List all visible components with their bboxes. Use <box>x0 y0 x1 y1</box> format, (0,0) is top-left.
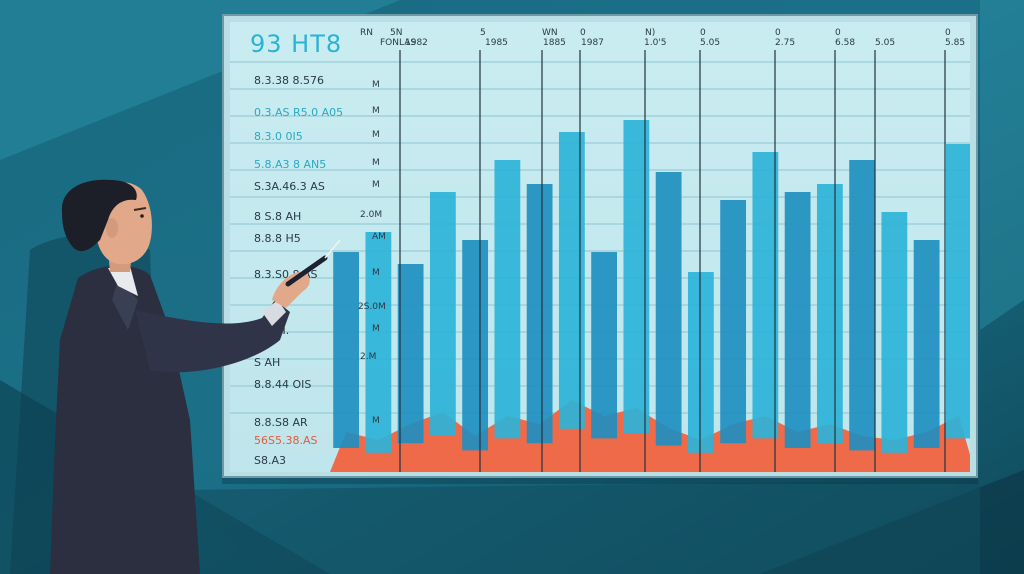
ear <box>106 218 118 238</box>
row-label: 8.8.S8 AR <box>254 416 308 429</box>
column-header: 5N <box>390 28 403 38</box>
blue-bar <box>429 192 456 436</box>
raised-arm <box>135 300 290 373</box>
vertical-lines <box>399 50 946 472</box>
red-series-area <box>330 400 970 472</box>
shirt-collar <box>108 266 138 296</box>
blue-bar <box>494 160 521 439</box>
column-header: 6.58 <box>835 38 856 48</box>
blue-bar <box>881 212 908 453</box>
column-header: 0 <box>775 28 781 38</box>
hair <box>61 179 137 252</box>
blue-bar <box>462 240 489 451</box>
red-area-mark <box>330 400 970 472</box>
row-label: 8.3.0 0I5 <box>254 130 303 143</box>
column-header: 0 <box>700 28 706 38</box>
row-value: M <box>372 158 380 168</box>
chart-board: 93 HT8 RN 5N FONLAS 1982 5 1985 WN 1885 0 1987 N) 1… <box>222 14 978 478</box>
blue-bar <box>397 264 424 444</box>
row-value: 2S.0M <box>358 302 386 312</box>
board-title: 93 HT8 <box>250 30 343 58</box>
column-header: N) <box>645 28 656 38</box>
row-value: 2.0M <box>360 210 383 220</box>
blue-bar <box>720 200 747 444</box>
eye <box>140 214 144 218</box>
column-header: 5.85 <box>945 38 966 48</box>
column-header: 1982 <box>405 38 428 48</box>
row-label: S8.A3 <box>254 454 287 467</box>
column-header: 1.0'5 <box>644 38 667 48</box>
row-value: M <box>372 416 380 426</box>
row-value: AM <box>372 232 386 242</box>
hand <box>272 271 310 308</box>
column-header: 2.75 <box>775 38 796 48</box>
blue-bar <box>784 192 811 448</box>
column-header: WN <box>542 28 558 38</box>
row-value: M <box>372 106 380 116</box>
column-header: 5.05 <box>875 38 896 48</box>
shirt-cuff <box>262 300 286 326</box>
bar-chart <box>230 50 970 472</box>
row-value: M <box>372 324 380 334</box>
blue-bar <box>365 232 392 453</box>
row-label: 0.3.AS R5.0 A05 <box>254 106 344 119</box>
column-header: 1985 <box>485 38 508 48</box>
pointer-stick <box>285 255 328 287</box>
row-label: 5.8.A3 8 AN5 <box>254 158 327 171</box>
column-header: 5.05 <box>700 38 721 48</box>
row-label: 8 S.8 AH <box>254 210 302 223</box>
pointer-tip <box>324 239 341 259</box>
lapel <box>112 280 138 330</box>
blue-bar <box>655 172 682 446</box>
column-header: 0 <box>580 28 586 38</box>
blue-bar <box>913 240 940 448</box>
column-header: 0 <box>835 28 841 38</box>
row-label: 8.8.44 OIS <box>254 378 312 391</box>
column-header: 0 <box>945 28 951 38</box>
blue-bar <box>752 152 779 439</box>
row-label: S AH <box>254 356 281 369</box>
blue-bar <box>687 272 714 453</box>
column-header: 1987 <box>581 38 604 48</box>
row-value: M <box>372 80 380 90</box>
row-value: M <box>372 268 380 278</box>
row-label: 8.3.38 8.576 <box>254 74 324 87</box>
blue-bar <box>816 184 843 444</box>
blue-bar <box>333 252 360 448</box>
column-header: FONLAS <box>380 38 417 48</box>
blue-bar <box>591 252 618 439</box>
row-value: M <box>372 180 380 190</box>
column-header: RN <box>360 28 373 38</box>
blue-bar <box>849 160 876 451</box>
row-label: 56S5.38.AS <box>254 434 318 447</box>
row-label: S.3A.46.3 AS <box>254 180 325 193</box>
row-label: 8.8.8 H5 <box>254 232 301 245</box>
row-value: 2.M <box>360 352 377 362</box>
eyebrow <box>133 207 147 211</box>
blue-bar <box>945 144 970 439</box>
blue-series-bars <box>333 120 970 453</box>
column-header: 5 <box>480 28 486 38</box>
column-header: 1885 <box>543 38 566 48</box>
chart-screen: 93 HT8 RN 5N FONLAS 1982 5 1985 WN 1885 0 1987 N) 1… <box>230 22 970 472</box>
blue-bar <box>526 184 553 444</box>
row-value: M <box>372 130 380 140</box>
